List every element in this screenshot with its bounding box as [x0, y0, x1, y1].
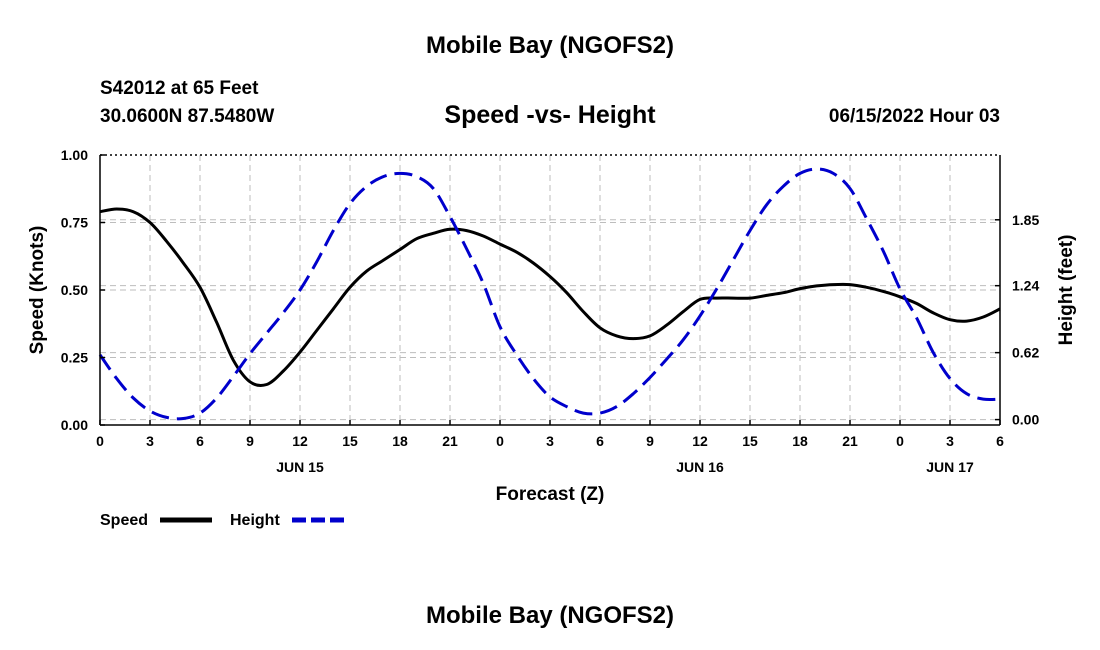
- legend-label-speed: Speed: [100, 512, 148, 529]
- x-tick-label: 3: [546, 433, 554, 449]
- x-date-label: JUN 17: [926, 459, 974, 475]
- x-date-label: JUN 15: [276, 459, 324, 475]
- y-tick-label: 0.75: [61, 215, 88, 231]
- x-axis-title: Forecast (Z): [496, 484, 605, 505]
- x-tick-label: 3: [146, 433, 154, 449]
- y2-tick-label: 0.62: [1012, 345, 1039, 361]
- page-title: Mobile Bay (NGOFS2): [425, 32, 675, 59]
- legend-label-height: Height: [230, 512, 280, 529]
- series-line-height: [98, 167, 1001, 421]
- grid: [100, 155, 1000, 425]
- x-tick-label: 12: [692, 433, 708, 449]
- x-tick-label: 21: [442, 433, 458, 449]
- x-tick-label: 6: [596, 433, 604, 449]
- y2-tick-label: 1.85: [1012, 212, 1039, 228]
- x-tick-label: 0: [96, 433, 104, 449]
- x-tick-label: 3: [946, 433, 954, 449]
- x-tick-label: 18: [392, 433, 408, 449]
- y2-tick-label: 0.00: [1012, 412, 1039, 428]
- series-line-speed: [99, 207, 1001, 388]
- y-axis-title-right: Height (feet): [1056, 235, 1077, 346]
- ticks: 0 3 6 9 12 15 18 21 0 3 6 9 12 15 18 21 0 3 6 JUN 15 JUN 16 J…: [61, 147, 1040, 475]
- x-tick-label: 6: [196, 433, 204, 449]
- x-tick-label: 9: [246, 433, 254, 449]
- chart-title: Speed -vs- Height: [444, 101, 656, 129]
- station-label: S42012 at 65 Feet: [100, 78, 259, 99]
- x-tick-label: 0: [896, 433, 904, 449]
- y-tick-label: 1.00: [61, 147, 88, 163]
- y-axis-title-left: Speed (Knots): [27, 226, 48, 355]
- x-tick-label: 6: [996, 433, 1004, 449]
- x-tick-label: 9: [646, 433, 654, 449]
- series-layer: [98, 167, 1001, 421]
- x-tick-label: 0: [496, 433, 504, 449]
- station-coordinates: 30.0600N 87.5480W: [100, 106, 275, 127]
- y-tick-label: 0.00: [61, 417, 88, 433]
- page-title-repeat: Mobile Bay (NGOFS2): [425, 602, 675, 629]
- forecast-datetime: 06/15/2022 Hour 03: [828, 106, 1000, 127]
- x-tick-label: 12: [292, 433, 308, 449]
- y-tick-label: 0.50: [61, 282, 88, 298]
- legend: Speed Height: [100, 512, 344, 529]
- y-tick-label: 0.25: [61, 350, 88, 366]
- x-tick-label: 21: [842, 433, 858, 449]
- x-date-label: JUN 16: [676, 459, 724, 475]
- x-tick-label: 18: [792, 433, 808, 449]
- x-tick-label: 15: [742, 433, 758, 449]
- x-tick-label: 15: [342, 433, 358, 449]
- y2-tick-label: 1.24: [1012, 278, 1039, 294]
